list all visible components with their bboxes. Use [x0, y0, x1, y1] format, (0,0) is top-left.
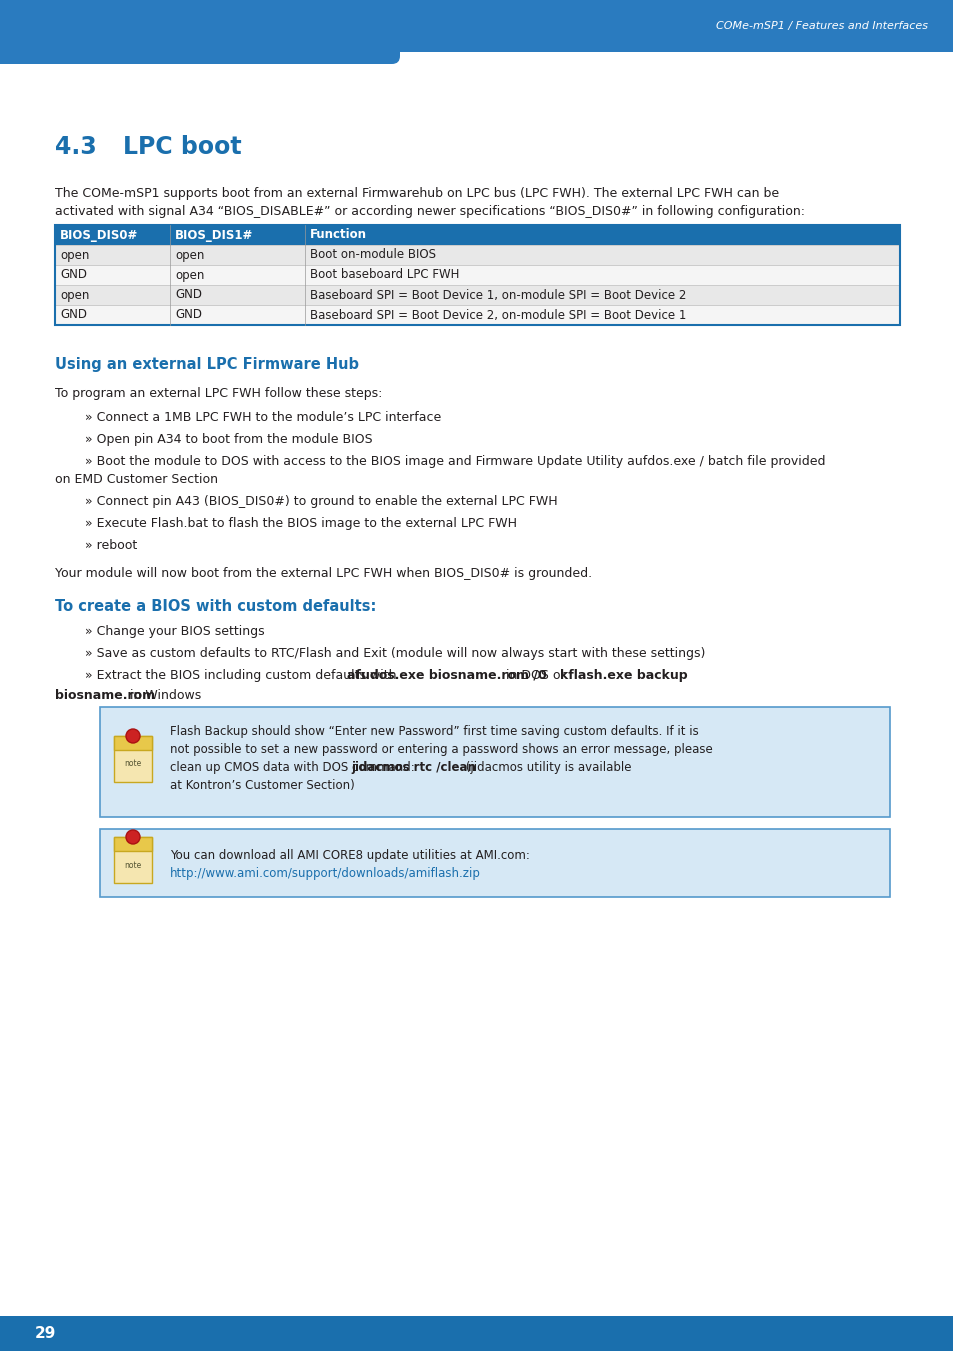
- Bar: [113, 736, 152, 782]
- Text: » Open pin A34 to boot from the module BIOS: » Open pin A34 to boot from the module B…: [85, 434, 373, 446]
- Text: GND: GND: [60, 308, 87, 322]
- Text: (jidacmos utility is available: (jidacmos utility is available: [462, 761, 631, 774]
- Text: GND: GND: [174, 308, 202, 322]
- Bar: [0, 41, 200, 63]
- Text: Using an external LPC Firmware Hub: Using an external LPC Firmware Hub: [55, 357, 358, 372]
- Text: Boot on-module BIOS: Boot on-module BIOS: [310, 249, 436, 262]
- Text: jidacmos rtc /clean: jidacmos rtc /clean: [351, 761, 476, 774]
- Text: » Extract the BIOS including custom defaults with: » Extract the BIOS including custom defa…: [85, 669, 400, 682]
- Text: Flash Backup should show “Enter new Password” first time saving custom defaults.: Flash Backup should show “Enter new Pass…: [170, 725, 698, 738]
- Text: http://www.ami.com/support/downloads/amiflash.zip: http://www.ami.com/support/downloads/ami…: [170, 867, 480, 880]
- Circle shape: [126, 830, 140, 844]
- FancyBboxPatch shape: [0, 41, 399, 63]
- Bar: [55, 285, 899, 305]
- Text: activated with signal A34 “BIOS_DISABLE#” or according newer specifications “BIO: activated with signal A34 “BIOS_DISABLE#…: [55, 205, 804, 218]
- Text: BIOS_DIS1#: BIOS_DIS1#: [174, 228, 253, 242]
- Text: at Kontron’s Customer Section): at Kontron’s Customer Section): [170, 780, 355, 792]
- Bar: [0, 1316, 953, 1351]
- Text: clean up CMOS data with DOS command:: clean up CMOS data with DOS command:: [170, 761, 418, 774]
- Text: afudos.exe biosname.rom /0: afudos.exe biosname.rom /0: [347, 669, 547, 682]
- Text: » Boot the module to DOS with access to the BIOS image and Firmware Update Utili: » Boot the module to DOS with access to …: [85, 455, 824, 467]
- Text: LPC boot: LPC boot: [123, 135, 241, 159]
- Text: Baseboard SPI = Boot Device 2, on-module SPI = Boot Device 1: Baseboard SPI = Boot Device 2, on-module…: [310, 308, 685, 322]
- Bar: [100, 707, 889, 817]
- Text: GND: GND: [60, 269, 87, 281]
- Text: » reboot: » reboot: [85, 539, 137, 553]
- Bar: [55, 245, 899, 265]
- Text: To create a BIOS with custom defaults:: To create a BIOS with custom defaults:: [55, 598, 376, 613]
- Bar: [55, 265, 899, 285]
- Text: 29: 29: [35, 1325, 56, 1342]
- Text: open: open: [60, 289, 90, 301]
- Bar: [55, 226, 899, 326]
- Text: To program an external LPC FWH follow these steps:: To program an external LPC FWH follow th…: [55, 386, 382, 400]
- Bar: [55, 305, 899, 326]
- Text: note: note: [124, 759, 141, 769]
- Text: » Connect a 1MB LPC FWH to the module’s LPC interface: » Connect a 1MB LPC FWH to the module’s …: [85, 411, 441, 424]
- Bar: [113, 838, 152, 884]
- Text: 4.3: 4.3: [55, 135, 96, 159]
- Text: » Connect pin A43 (BIOS_DIS0#) to ground to enable the external LPC FWH: » Connect pin A43 (BIOS_DIS0#) to ground…: [85, 494, 558, 508]
- Text: » Execute Flash.bat to flash the BIOS image to the external LPC FWH: » Execute Flash.bat to flash the BIOS im…: [85, 517, 517, 530]
- Text: on EMD Customer Section: on EMD Customer Section: [55, 473, 218, 486]
- Text: open: open: [174, 269, 204, 281]
- Text: note: note: [124, 861, 141, 870]
- Text: open: open: [60, 249, 90, 262]
- Bar: [0, 0, 953, 51]
- Text: Baseboard SPI = Boot Device 1, on-module SPI = Boot Device 2: Baseboard SPI = Boot Device 1, on-module…: [310, 289, 685, 301]
- Bar: [55, 226, 899, 245]
- Text: in DOS or: in DOS or: [501, 669, 569, 682]
- Bar: [113, 736, 152, 750]
- Text: GND: GND: [174, 289, 202, 301]
- Text: COMe-mSP1 / Features and Interfaces: COMe-mSP1 / Features and Interfaces: [716, 22, 927, 31]
- Text: biosname.rom: biosname.rom: [55, 689, 155, 703]
- Text: » Change your BIOS settings: » Change your BIOS settings: [85, 626, 264, 638]
- Text: open: open: [174, 249, 204, 262]
- Text: BIOS_DIS0#: BIOS_DIS0#: [60, 228, 138, 242]
- Text: Your module will now boot from the external LPC FWH when BIOS_DIS0# is grounded.: Your module will now boot from the exter…: [55, 567, 592, 580]
- Text: You can download all AMI CORE8 update utilities at AMI.com:: You can download all AMI CORE8 update ut…: [170, 848, 529, 862]
- Text: in Windows: in Windows: [126, 689, 201, 703]
- Bar: [100, 830, 889, 897]
- Text: Boot baseboard LPC FWH: Boot baseboard LPC FWH: [310, 269, 459, 281]
- Text: Function: Function: [310, 228, 367, 242]
- Text: The COMe-mSP1 supports boot from an external Firmwarehub on LPC bus (LPC FWH). T: The COMe-mSP1 supports boot from an exte…: [55, 186, 779, 200]
- Text: » Save as custom defaults to RTC/Flash and Exit (module will now always start wi: » Save as custom defaults to RTC/Flash a…: [85, 647, 704, 661]
- Bar: [113, 838, 152, 851]
- FancyBboxPatch shape: [0, 0, 953, 51]
- Text: not possible to set a new password or entering a password shows an error message: not possible to set a new password or en…: [170, 743, 712, 757]
- Circle shape: [126, 730, 140, 743]
- Text: kflash.exe backup: kflash.exe backup: [559, 669, 687, 682]
